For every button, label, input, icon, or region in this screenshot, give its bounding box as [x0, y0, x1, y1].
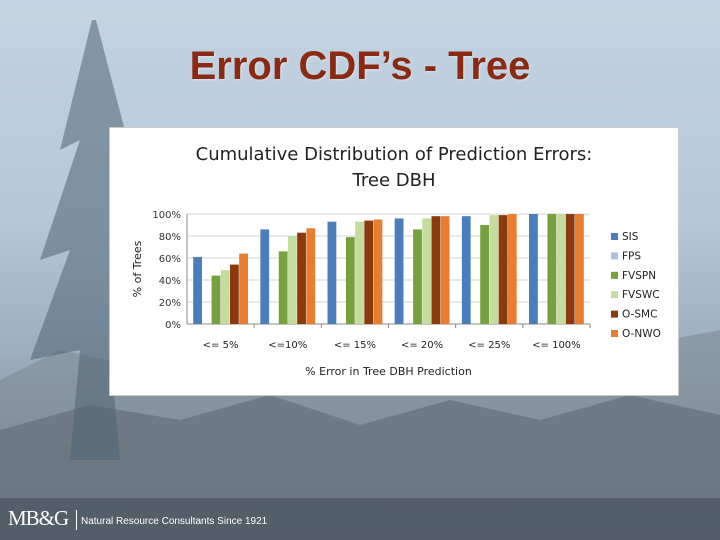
legend-swatch-fvswc — [611, 291, 618, 299]
bar-chart: Cumulative Distribution of Prediction Er… — [131, 144, 661, 378]
bar-o-smc-6 — [565, 214, 575, 324]
bar-fvswc-4 — [422, 218, 432, 324]
chart-title-line: Cumulative Distribution of Prediction Er… — [196, 144, 593, 165]
bar-o-smc-4 — [431, 216, 441, 324]
bar-fvspn-5 — [480, 225, 490, 324]
bar-fvspn-1 — [211, 275, 221, 324]
bar-o-smc-2 — [297, 232, 306, 324]
x-tick-label: <= 5% — [203, 340, 239, 351]
bar-o-nwo-2 — [306, 228, 316, 324]
x-tick-label: <= 20% — [401, 340, 443, 351]
bar-fvswc-5 — [489, 215, 499, 324]
bar-fvspn-2 — [278, 251, 288, 324]
bar-sis-5 — [461, 216, 471, 324]
company-logo: MB&G — [8, 506, 69, 530]
y-axis-label: % of Trees — [131, 240, 144, 297]
legend-label-fps: FPS — [622, 250, 641, 262]
bar-o-smc-1 — [229, 264, 239, 324]
legend-swatch-fvspn — [611, 271, 618, 279]
y-tick-label: 20% — [159, 298, 181, 309]
bar-o-nwo-4 — [440, 216, 450, 324]
x-axis-label: % Error in Tree DBH Prediction — [305, 365, 472, 378]
y-tick-label: 0% — [165, 320, 181, 331]
bar-o-nwo-6 — [575, 214, 584, 324]
bar-fvspn-4 — [413, 229, 422, 324]
bar-sis-4 — [394, 218, 404, 324]
chart-panel: Cumulative Distribution of Prediction Er… — [109, 127, 679, 396]
bar-fvswc-6 — [556, 214, 566, 324]
bar-fvswc-1 — [220, 270, 230, 324]
slide-title: Error CDF’s - Tree — [189, 44, 531, 88]
bar-o-smc-5 — [498, 215, 508, 324]
x-tick-label: <= 15% — [334, 340, 376, 351]
legend-label-o-smc: O-SMC — [622, 309, 657, 321]
x-tick-label: <=10% — [268, 340, 307, 351]
bar-o-smc-3 — [364, 220, 374, 324]
bar-o-nwo-5 — [507, 214, 517, 324]
bar-o-nwo-1 — [239, 253, 248, 324]
x-tick-label: <= 100% — [532, 340, 581, 351]
bar-fvspn-6 — [547, 214, 557, 324]
bar-o-nwo-3 — [373, 219, 383, 324]
x-tick-label: <= 25% — [468, 340, 510, 351]
bar-sis-2 — [260, 229, 270, 324]
legend-swatch-o-nwo — [611, 330, 618, 337]
footer-tagline: Natural Resource Consultants Since 1921 — [81, 516, 268, 527]
y-tick-label: 60% — [159, 254, 181, 265]
legend-label-fvswc: FVSWC — [622, 289, 660, 301]
legend-label-o-nwo: O-NWO — [622, 328, 661, 340]
bar-fvspn-3 — [345, 237, 355, 324]
legend-swatch-fps — [611, 252, 618, 260]
y-tick-label: 40% — [159, 276, 181, 287]
footer-divider — [76, 510, 77, 530]
bar-sis-3 — [327, 221, 337, 324]
bar-fvswc-3 — [355, 221, 364, 324]
chart-title-line: Tree DBH — [352, 170, 436, 191]
legend-label-sis: SIS — [622, 231, 639, 243]
legend-swatch-sis — [611, 233, 618, 240]
bar-fvswc-2 — [287, 236, 297, 324]
bar-sis-1 — [193, 256, 202, 324]
legend-swatch-o-smc — [611, 310, 618, 318]
bar-sis-6 — [529, 214, 538, 324]
legend-label-fvspn: FVSPN — [622, 270, 656, 282]
y-tick-label: 100% — [152, 210, 181, 221]
y-tick-label: 80% — [159, 232, 181, 243]
